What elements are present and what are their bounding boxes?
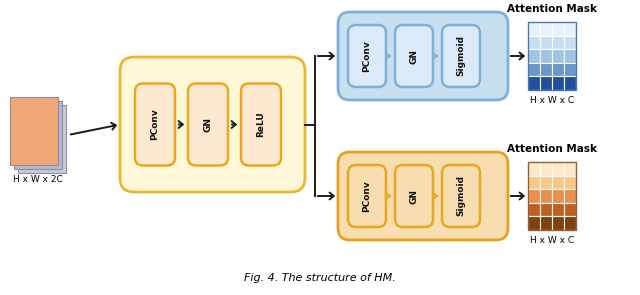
FancyBboxPatch shape <box>135 83 175 165</box>
Text: Sigmoid: Sigmoid <box>456 176 465 217</box>
Text: Fig. 4. The structure of HM.: Fig. 4. The structure of HM. <box>244 273 396 283</box>
Bar <box>540 49 552 63</box>
Text: PConv: PConv <box>362 180 371 212</box>
Bar <box>552 162 564 176</box>
Bar <box>564 22 576 36</box>
Text: H x W x C: H x W x C <box>530 236 574 245</box>
Bar <box>540 162 552 176</box>
Bar <box>564 76 576 90</box>
Bar <box>552 49 564 63</box>
Bar <box>540 36 552 49</box>
FancyBboxPatch shape <box>188 83 228 165</box>
Bar <box>564 217 576 230</box>
Text: Attention Mask: Attention Mask <box>507 4 597 14</box>
Text: PConv: PConv <box>362 40 371 72</box>
FancyBboxPatch shape <box>348 25 386 87</box>
Bar <box>528 189 540 203</box>
FancyBboxPatch shape <box>120 57 305 192</box>
Bar <box>552 189 564 203</box>
Bar <box>552 203 564 217</box>
Bar <box>540 203 552 217</box>
Bar <box>564 162 576 176</box>
Bar <box>528 49 540 63</box>
Bar <box>528 76 540 90</box>
FancyBboxPatch shape <box>241 83 281 165</box>
FancyBboxPatch shape <box>395 165 433 227</box>
Text: Attention Mask: Attention Mask <box>507 144 597 154</box>
Bar <box>552 176 564 189</box>
Bar <box>552 36 564 49</box>
Bar <box>540 76 552 90</box>
Text: GN: GN <box>410 48 419 63</box>
Bar <box>552 63 564 76</box>
Bar <box>10 97 58 165</box>
Bar <box>528 22 540 36</box>
Bar <box>564 49 576 63</box>
Bar <box>528 217 540 230</box>
Bar <box>14 101 62 169</box>
Bar <box>528 22 576 90</box>
Bar <box>552 76 564 90</box>
Text: ReLU: ReLU <box>257 112 266 137</box>
Bar <box>564 189 576 203</box>
Bar <box>18 105 66 173</box>
Text: H x W x C: H x W x C <box>530 96 574 105</box>
Text: H x W x 2C: H x W x 2C <box>13 175 63 183</box>
Bar <box>564 176 576 189</box>
Bar <box>564 36 576 49</box>
Bar <box>552 217 564 230</box>
Bar <box>528 162 576 230</box>
Text: GN: GN <box>204 117 212 132</box>
Text: GN: GN <box>410 189 419 204</box>
Bar <box>540 22 552 36</box>
FancyBboxPatch shape <box>338 12 508 100</box>
FancyBboxPatch shape <box>442 25 480 87</box>
FancyBboxPatch shape <box>348 165 386 227</box>
Bar <box>528 36 540 49</box>
FancyBboxPatch shape <box>338 152 508 240</box>
Bar <box>528 203 540 217</box>
Bar <box>540 176 552 189</box>
FancyBboxPatch shape <box>442 165 480 227</box>
Text: Sigmoid: Sigmoid <box>456 35 465 76</box>
Bar <box>540 217 552 230</box>
Bar <box>564 63 576 76</box>
Bar <box>528 176 540 189</box>
Text: PConv: PConv <box>150 109 159 140</box>
FancyBboxPatch shape <box>395 25 433 87</box>
Bar <box>552 22 564 36</box>
Bar <box>540 63 552 76</box>
Bar <box>528 162 540 176</box>
Bar <box>564 203 576 217</box>
Bar <box>540 189 552 203</box>
Bar <box>528 63 540 76</box>
